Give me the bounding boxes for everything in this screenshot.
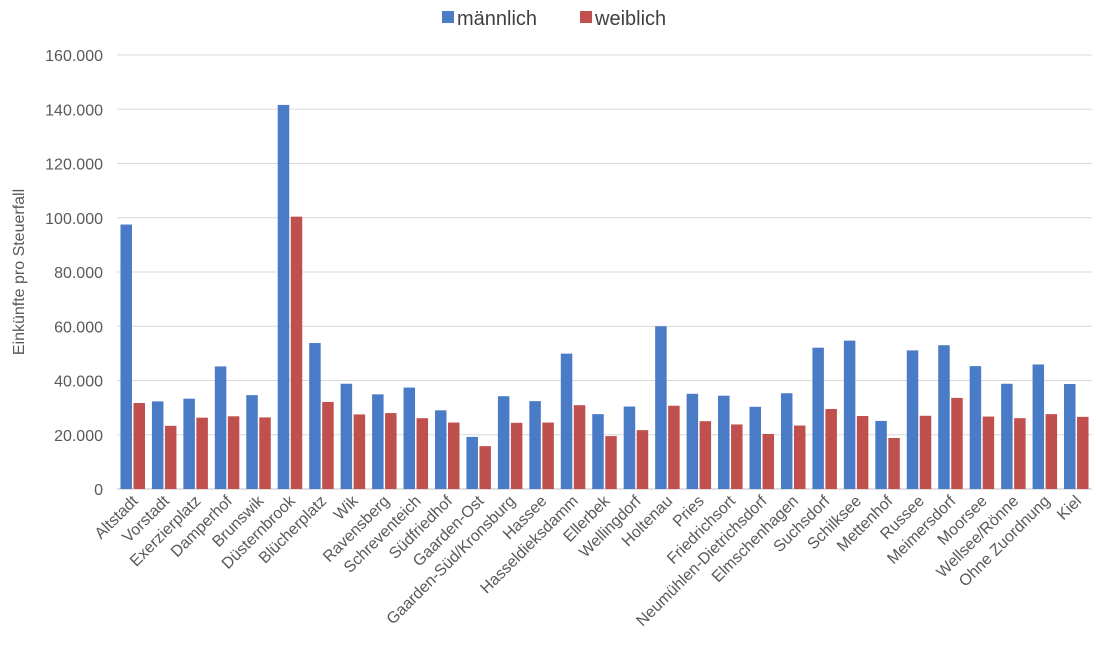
legend-label-männlich: männlich <box>457 8 537 30</box>
y-tick-label: 0 <box>94 482 103 499</box>
bar-weiblich-Altstadt <box>133 403 145 489</box>
bar-männlich-Mettenhof <box>875 420 887 489</box>
y-tick-label: 80.000 <box>54 265 103 282</box>
bar-männlich-Altstadt <box>120 224 132 489</box>
bar-weiblich-Wellsee/Rönne <box>1014 418 1026 489</box>
bar-männlich-Russee <box>906 350 919 489</box>
bar-männlich-Exerzierplatz <box>183 398 195 489</box>
bar-männlich-Ohne Zuordnung <box>1032 364 1045 489</box>
bar-männlich-Schreventeich <box>403 387 416 489</box>
bar-weiblich-Meimersdorf <box>951 397 963 489</box>
bar-weiblich-Wellingdorf <box>636 430 649 489</box>
bar-männlich-Neumühlen-Dietrichsdorf <box>749 406 762 489</box>
bar-weiblich-Ohne Zuordnung <box>1045 414 1058 489</box>
x-axis: AltstadtVorstadtExerzierplatzDamperhofBr… <box>92 492 1085 630</box>
bar-männlich-Wik <box>340 383 353 489</box>
bar-männlich-Wellingdorf <box>623 406 636 489</box>
x-tick-label: Kiel <box>1054 493 1085 524</box>
bar-männlich-Gaarden-Ost <box>466 436 478 489</box>
legend: männlich weiblich <box>442 8 666 30</box>
bar-männlich-Blücherplatz <box>309 343 321 489</box>
y-axis: 0 20.000 40.000 60.000 80.000 100.000 120.000 1… <box>45 48 103 499</box>
bar-männlich-Wellsee/Rönne <box>1001 383 1013 489</box>
bar-weiblich-Mettenhof <box>888 438 900 489</box>
y-axis-title: Einkünfte pro Steuerfall <box>11 189 28 355</box>
bar-weiblich-Moorsee <box>982 416 995 489</box>
bar-männlich-Kiel <box>1064 384 1076 489</box>
bar-weiblich-Brunswik <box>259 417 271 489</box>
bar-männlich-Schilksee <box>843 340 856 489</box>
bar-weiblich-Hassee <box>542 422 554 489</box>
bar-weiblich-Ravensberg <box>385 413 397 489</box>
bar-männlich-Hassee <box>529 401 541 489</box>
bar-weiblich-Exerzierplatz <box>196 417 208 489</box>
bar-männlich-Elmschenhagen <box>780 393 793 489</box>
bar-weiblich-Damperhof <box>227 416 240 489</box>
bar-weiblich-Vorstadt <box>164 425 177 489</box>
bar-weiblich-Wik <box>353 414 366 489</box>
bar-weiblich-Elmschenhagen <box>793 425 806 489</box>
y-tick-label: 120.000 <box>45 157 103 174</box>
bar-weiblich-Blücherplatz <box>322 401 334 489</box>
bar-weiblich-Schilksee <box>856 416 869 489</box>
bar-männlich-Holtenau <box>655 326 667 489</box>
bar-männlich-Düsternbrook <box>277 104 290 489</box>
bar-männlich-Südfriedhof <box>434 410 447 489</box>
bar-weiblich-Düsternbrook <box>290 216 303 490</box>
bar-männlich-Damperhof <box>214 366 227 489</box>
bar-männlich-Meimersdorf <box>938 345 950 489</box>
bar-männlich-Ravensberg <box>372 394 384 489</box>
bar-männlich-Pries <box>686 393 699 489</box>
bar-männlich-Moorsee <box>969 366 982 489</box>
legend-label-weiblich: weiblich <box>594 8 666 30</box>
bar-weiblich-Friedrichsort <box>731 424 743 489</box>
bar-weiblich-Russee <box>919 415 932 489</box>
bar-männlich-Ellerbek <box>592 414 604 489</box>
y-tick-label: 60.000 <box>54 319 103 336</box>
bar-männlich-Suchsdorf <box>812 347 824 489</box>
bar-weiblich-Schreventeich <box>416 418 429 489</box>
bar-weiblich-Holtenau <box>668 405 680 489</box>
bar-weiblich-Südfriedhof <box>447 422 460 489</box>
bar-männlich-Vorstadt <box>151 401 164 489</box>
bar-weiblich-Gaarden-Ost <box>479 446 491 489</box>
bar-weiblich-Gaarden-Süd/Kronsburg <box>510 422 523 489</box>
y-tick-label: 160.000 <box>45 48 103 65</box>
bar-männlich-Hasseldieksdamm <box>560 353 573 489</box>
bars <box>120 104 1089 490</box>
legend-swatch-männlich <box>442 11 454 23</box>
bar-weiblich-Kiel <box>1077 416 1089 489</box>
y-tick-label: 100.000 <box>45 211 103 228</box>
legend-swatch-weiblich <box>580 11 592 23</box>
y-tick-label: 20.000 <box>54 428 103 445</box>
bar-männlich-Brunswik <box>246 395 258 489</box>
bar-weiblich-Neumühlen-Dietrichsdorf <box>762 433 775 489</box>
bar-weiblich-Suchsdorf <box>825 408 837 489</box>
bar-männlich-Friedrichsort <box>718 395 730 489</box>
bar-weiblich-Ellerbek <box>605 436 617 489</box>
bar-männlich-Gaarden-Süd/Kronsburg <box>497 396 510 489</box>
y-tick-label: 40.000 <box>54 374 103 391</box>
bar-weiblich-Hasseldieksdamm <box>573 405 586 489</box>
bar-weiblich-Pries <box>699 421 712 489</box>
y-tick-label: 140.000 <box>45 102 103 119</box>
